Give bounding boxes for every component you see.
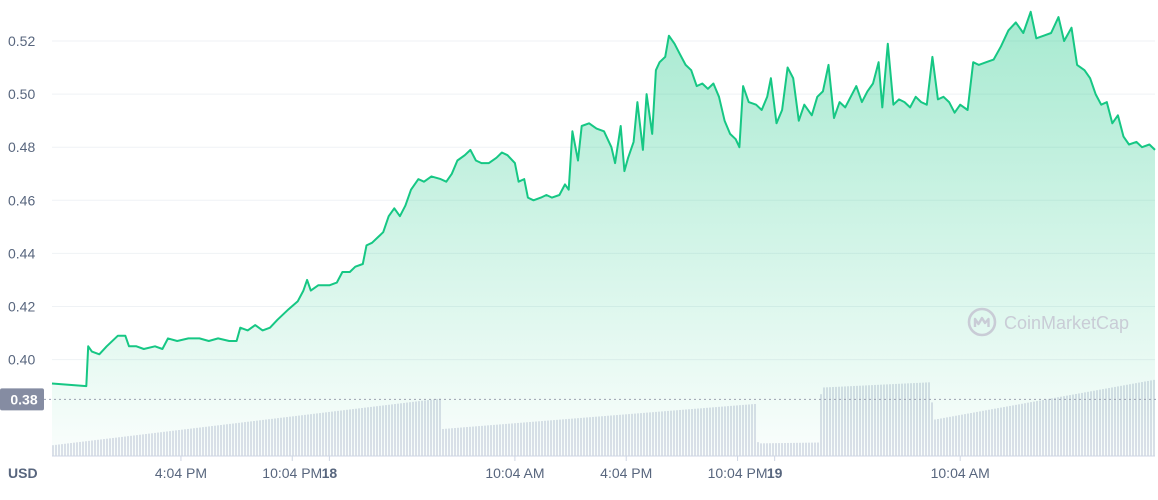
y-tick-label: 0.46: [8, 192, 35, 208]
x-tick-label: 18: [322, 465, 338, 481]
currency-unit-label: USD: [8, 465, 38, 481]
y-tick-label: 0.50: [8, 86, 35, 102]
y-tick-label: 0.42: [8, 299, 35, 315]
y-axis: 0.52 0.50 0.48 0.46 0.44 0.42 0.40: [8, 33, 35, 368]
current-price-badge-label: 0.38: [10, 391, 37, 407]
current-price-marker: 0.38: [0, 388, 1158, 411]
watermark-text: CoinMarketCap: [1004, 313, 1129, 333]
price-line: [51, 10, 1156, 388]
x-tick-label: 4:04 PM: [155, 465, 207, 481]
x-tick-label: 10:04 PM: [708, 465, 768, 481]
y-tick-label: 0.40: [8, 352, 35, 368]
x-tick-label: 19: [767, 465, 783, 481]
y-tick-label: 0.48: [8, 139, 35, 155]
watermark: CoinMarketCap: [967, 307, 1129, 337]
x-axis: 4:04 PM 10:04 PM 18 10:04 AM 4:04 PM 10:04 PM…: [52, 455, 1155, 481]
price-area: [52, 11, 1155, 457]
x-tick-label: 10:04 AM: [485, 465, 544, 481]
y-tick-label: 0.52: [8, 33, 35, 49]
y-tick-label: 0.44: [8, 245, 35, 261]
price-area-layer: [51, 10, 1156, 457]
x-tick-label: 10:04 AM: [931, 465, 990, 481]
x-tick-label: 10:04 PM: [262, 465, 322, 481]
coinmarketcap-logo-icon: [967, 307, 997, 337]
current-price-badge: [0, 388, 44, 411]
x-tick-label: 4:04 PM: [600, 465, 652, 481]
